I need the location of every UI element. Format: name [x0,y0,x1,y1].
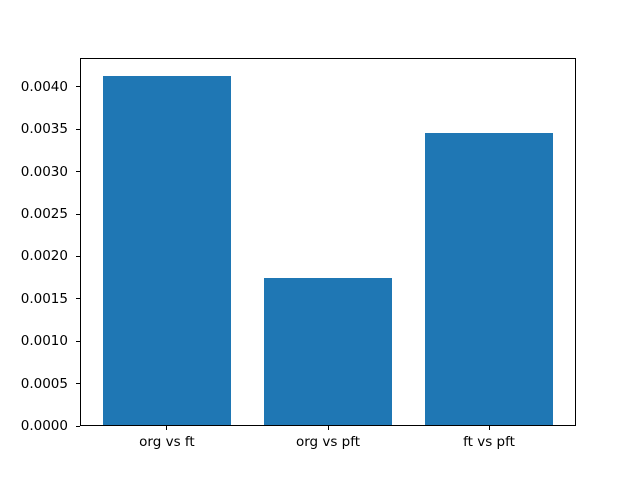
y-tick-label: 0.0030 [20,163,68,180]
bar-org-vs-pft [263,277,393,425]
x-tick-label: org vs pft [295,434,361,450]
y-tick-mark [76,383,80,385]
y-tick-mark [76,255,80,257]
bar-ft-vs-pft [424,133,554,425]
y-tick-label: 0.0010 [20,333,68,350]
y-tick-mark [76,213,80,215]
y-tick-mark [76,425,80,427]
x-tick-mark [327,426,329,430]
y-tick-label: 0.0025 [20,206,68,223]
bar-org-vs-ft [102,75,232,425]
y-tick-label: 0.0015 [20,290,68,307]
x-tick-mark [488,426,490,430]
y-tick-mark [76,298,80,300]
x-tick-label: ft vs pft [463,434,515,450]
y-tick-label: 0.0035 [20,121,68,138]
y-tick-mark [76,86,80,88]
y-tick-mark [76,128,80,130]
y-tick-label: 0.0005 [20,375,68,392]
y-tick-label: 0.0000 [20,418,68,434]
x-tick-mark [166,426,168,430]
y-tick-label: 0.0020 [20,248,68,265]
y-tick-mark [76,340,80,342]
y-tick-label: 0.0040 [20,78,68,95]
x-tick-label: org vs ft [139,434,195,450]
y-tick-mark [76,171,80,173]
